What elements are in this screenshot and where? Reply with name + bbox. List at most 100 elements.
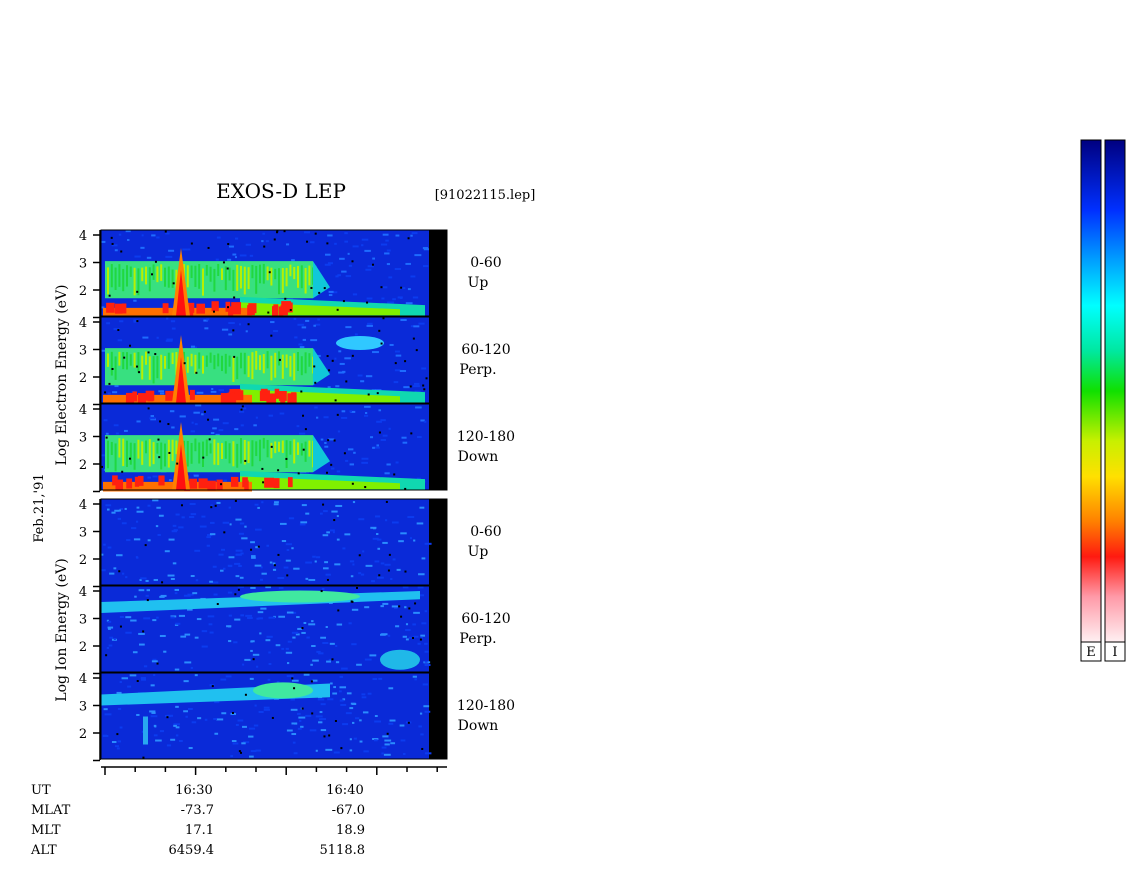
yellow-streak: [110, 351, 113, 376]
noise-mark: [250, 640, 253, 643]
noise-mark: [150, 418, 157, 421]
yellow-streak: [164, 267, 166, 287]
noise-mark: [341, 416, 348, 419]
noise-mark: [311, 620, 314, 623]
noise-mark: [335, 504, 343, 507]
pitch-range-label: 120-180: [457, 429, 515, 445]
ephemeris-table: UT 16:30 16:40 MLAT -73.7 -67.0 MLT 17.1 18.9 ALT…: [30, 783, 365, 858]
noise-dot: [278, 358, 281, 361]
noise-mark: [255, 749, 261, 752]
noise-mark: [423, 420, 427, 423]
noise-mark: [131, 527, 137, 530]
yellow-streak: [281, 267, 284, 294]
noise-mark: [403, 386, 410, 389]
yellow-streak: [259, 355, 261, 371]
noise-mark: [201, 515, 206, 518]
noise-dot: [371, 263, 374, 266]
noise-mark: [386, 463, 391, 466]
noise-mark: [290, 708, 298, 711]
ephemeris-value: -67.0: [332, 803, 365, 818]
noise-mark: [292, 741, 296, 744]
y-tick-label: 2: [79, 284, 87, 299]
noise-mark: [119, 320, 124, 323]
noise-mark: [218, 389, 225, 392]
noise-mark: [275, 644, 281, 647]
noise-dot: [123, 356, 126, 359]
noise-mark: [293, 317, 297, 320]
noise-mark: [420, 636, 423, 639]
noise-dot: [277, 469, 280, 472]
noise-mark: [134, 595, 137, 598]
panel-blackout: [429, 317, 447, 403]
noise-mark: [308, 623, 316, 626]
noise-mark: [179, 415, 186, 418]
noise-mark: [253, 724, 259, 727]
noise-dot: [412, 637, 415, 640]
noise-mark: [165, 339, 173, 342]
noise-dot: [190, 242, 193, 245]
noise-mark: [108, 644, 113, 647]
noise-mark: [405, 302, 413, 305]
red-spot: [187, 302, 195, 313]
noise-dot: [142, 756, 145, 759]
noise-mark: [310, 663, 313, 666]
noise-mark: [403, 752, 406, 755]
noise-mark: [325, 626, 328, 629]
noise-mark: [272, 562, 276, 565]
noise-mark: [118, 233, 122, 236]
red-spot: [158, 475, 165, 486]
noise-mark: [228, 625, 231, 628]
red-spot: [196, 303, 206, 314]
yellow-streak: [262, 354, 265, 374]
noise-dot: [239, 751, 242, 754]
noise-mark: [323, 567, 329, 570]
noise-mark: [398, 540, 404, 543]
noise-mark: [366, 297, 373, 300]
red-spot: [231, 302, 242, 313]
yellow-streak: [190, 265, 193, 279]
noise-mark: [351, 643, 357, 646]
noise-mark: [360, 573, 365, 576]
noise-mark: [318, 652, 324, 655]
noise-mark: [384, 252, 390, 255]
noise-mark: [352, 563, 355, 566]
noise-mark: [333, 751, 340, 754]
noise-mark: [140, 678, 147, 681]
colorbar-i-scale: [1104, 139, 1126, 643]
yellow-streak: [186, 356, 189, 373]
noise-mark: [315, 556, 321, 559]
noise-mark: [328, 658, 331, 661]
ephemeris-row-label: MLT: [31, 823, 61, 838]
noise-mark: [383, 753, 391, 756]
noise-mark: [362, 550, 365, 553]
noise-mark: [178, 614, 185, 617]
noise-mark: [234, 562, 241, 565]
noise-mark: [136, 420, 141, 423]
yellow-streak: [148, 356, 151, 380]
yellow-streak: [152, 264, 155, 280]
noise-mark: [376, 533, 379, 536]
noise-dot: [284, 297, 287, 300]
noise-mark: [286, 243, 290, 246]
yellow-streak: [240, 265, 242, 289]
noise-mark: [227, 591, 233, 594]
noise-mark: [245, 330, 248, 333]
red-spot: [207, 480, 216, 491]
noise-mark: [220, 678, 227, 681]
noise-mark: [249, 254, 254, 257]
noise-mark: [304, 231, 311, 234]
pitch-direction-label: Perp.: [459, 631, 496, 647]
noise-mark: [182, 248, 188, 251]
yellow-streak: [274, 352, 277, 378]
noise-mark: [145, 579, 149, 582]
noise-mark: [125, 631, 132, 634]
noise-mark: [348, 622, 352, 625]
noise-mark: [334, 563, 341, 566]
noise-dot: [334, 399, 337, 402]
yellow-streak: [114, 356, 117, 380]
yellow-streak: [133, 443, 136, 470]
noise-mark: [126, 539, 131, 542]
noise-mark: [252, 653, 260, 656]
yellow-streak: [118, 351, 121, 366]
noise-mark: [101, 569, 106, 572]
